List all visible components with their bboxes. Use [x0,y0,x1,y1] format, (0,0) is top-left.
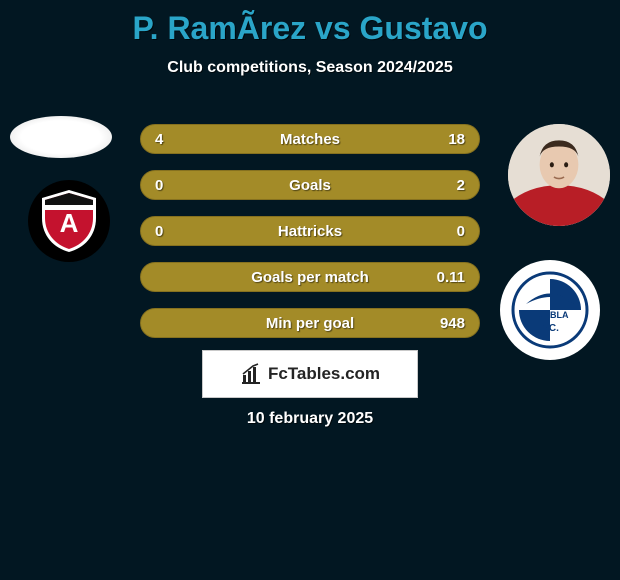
svg-text:F.C.: F.C. [541,323,559,334]
page-title: P. RamÃ­rez vs Gustavo [0,0,620,47]
stat-right-value: 2 [457,177,465,194]
stat-row-hattricks: 0 Hattricks 0 [140,216,480,246]
svg-text:PUEBLA: PUEBLA [531,310,569,320]
puebla-crest-icon: PUEBLA F.C. [511,271,589,349]
svg-text:A: A [60,208,79,238]
stat-left-value: 0 [155,177,163,194]
subtitle: Club competitions, Season 2024/2025 [0,59,620,77]
stat-right-value: 948 [440,315,465,332]
club-left-crest: A [28,180,110,262]
stat-label: Matches [280,131,340,148]
club-right-crest: PUEBLA F.C. [500,260,600,360]
stats-block: 4 Matches 18 0 Goals 2 0 Hattricks 0 Goa… [140,124,480,354]
stat-right-value: 18 [448,131,465,148]
player-right-avatar [508,124,610,226]
bar-chart-icon [240,363,262,385]
player-left-avatar [10,116,112,158]
stat-left-value: 0 [155,223,163,240]
stat-right-value: 0 [457,223,465,240]
brand-box[interactable]: FcTables.com [202,350,418,398]
atlas-crest-icon: A [42,190,96,252]
stat-left-value: 4 [155,131,163,148]
stat-label: Goals per match [251,269,369,286]
stat-row-gpm: Goals per match 0.11 [140,262,480,292]
stat-right-value: 0.11 [437,269,465,286]
stat-label: Goals [289,177,331,194]
stat-label: Min per goal [266,315,354,332]
stat-row-matches: 4 Matches 18 [140,124,480,154]
stat-label: Hattricks [278,223,342,240]
stat-row-mpg: Min per goal 948 [140,308,480,338]
date-text: 10 february 2025 [0,410,620,428]
brand-text: FcTables.com [268,364,380,384]
player-portrait-icon [508,124,610,226]
stat-row-goals: 0 Goals 2 [140,170,480,200]
